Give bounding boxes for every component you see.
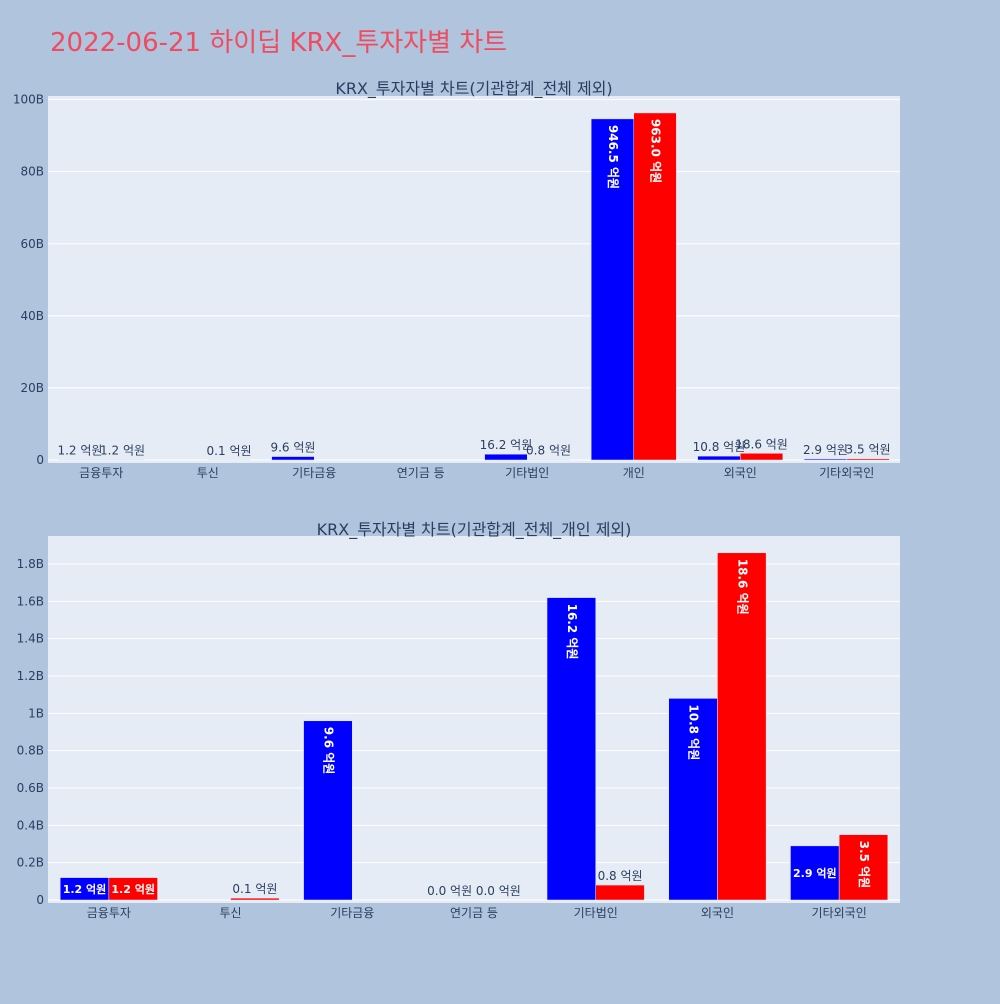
x-tick-label: 개인 — [623, 466, 645, 480]
bar — [804, 459, 847, 460]
data-label: 3.5 억원 — [857, 841, 871, 889]
y-tick-label: 0.6B — [17, 781, 44, 795]
y-tick-label: 1.2B — [17, 669, 44, 683]
x-tick-label: 연기금 등 — [450, 906, 498, 920]
bar — [740, 453, 783, 460]
data-label: 3.5 억원 — [846, 443, 891, 457]
y-tick-label: 1.4B — [17, 632, 44, 646]
x-tick-label: 기타금융 — [292, 466, 336, 480]
data-label: 0.8 억원 — [598, 869, 643, 883]
chart-2: 0 0.2B 0.4B 0.6B 0.8B 1B 1.2B 1.4B 1.6B 1.8B KRX_투… — [17, 520, 900, 920]
data-label: 963.0 억원 — [649, 119, 663, 183]
x-tick-label: 외국인 — [724, 466, 757, 480]
plot-area — [48, 536, 900, 903]
bar — [698, 456, 741, 460]
data-label: 0.0 억원 — [427, 884, 472, 898]
x-tick-label: 투신 — [197, 466, 219, 480]
x-tick-label: 기타외국인 — [812, 906, 867, 920]
y-tick-label: 0.8B — [17, 744, 44, 758]
data-label: 9.6 억원 — [321, 727, 335, 775]
x-tick-label: 금융투자 — [79, 466, 123, 480]
data-label: 2.9 억원 — [803, 443, 848, 457]
x-tick-label: 금융투자 — [87, 906, 131, 920]
y-tick-label: 40B — [20, 309, 44, 323]
bar — [485, 454, 528, 460]
bar — [231, 898, 280, 900]
data-label: 9.6 억원 — [270, 441, 315, 455]
data-label: 2.9 억원 — [793, 866, 837, 880]
data-label: 946.5 억원 — [606, 125, 620, 189]
data-label: 0.1 억원 — [207, 444, 252, 458]
y-tick-label: 0 — [36, 893, 44, 907]
page-title: 2022-06-21 하이딥 KRX_투자자별 차트 — [50, 22, 507, 59]
data-label: 1.2 억원 — [63, 882, 107, 896]
x-tick-label: 투신 — [220, 906, 242, 920]
y-tick-label: 0.2B — [17, 856, 44, 870]
y-tick-label: 1.6B — [17, 594, 44, 608]
bar — [596, 885, 645, 900]
data-label: 16.2 억원 — [565, 604, 579, 660]
bar — [272, 457, 315, 460]
x-tick-label: 기타법인 — [505, 466, 549, 480]
y-tick-label: 20B — [20, 381, 44, 395]
data-label: 18.6 억원 — [735, 437, 788, 451]
data-label: 0.1 억원 — [232, 882, 277, 896]
y-tick-label: 60B — [20, 237, 44, 251]
bar — [847, 459, 890, 460]
x-tick-label: 기타법인 — [574, 906, 618, 920]
x-tick-label: 외국인 — [701, 906, 734, 920]
y-tick-label: 80B — [20, 165, 44, 179]
y-tick-label: 1B — [28, 706, 44, 720]
plot-area — [48, 96, 900, 463]
x-tick-label: 연기금 등 — [397, 466, 445, 480]
data-label: 0.0 억원 — [476, 884, 521, 898]
data-label: 18.6 억원 — [735, 559, 749, 615]
data-label: 1.2 억원 — [111, 882, 155, 896]
data-label: 1.2 억원 — [100, 444, 145, 458]
y-tick-label: 0.4B — [17, 818, 44, 832]
data-label: 10.8 억원 — [687, 704, 701, 760]
data-label: 1.2 억원 — [57, 444, 102, 458]
y-tick-label: 1.8B — [17, 557, 44, 571]
y-tick-label: 100B — [13, 93, 44, 107]
data-label: 16.2 억원 — [480, 438, 533, 452]
x-tick-label: 기타금융 — [330, 906, 374, 920]
subplot-title: KRX_투자자별 차트(기관합계_전체_개인 제외) — [317, 520, 632, 540]
y-tick-label: 0 — [36, 453, 44, 467]
chart-1: 0 20B 40B 60B 80B 100B KRX_투자자별 차트(기관합계_전체 제외)… — [13, 79, 900, 480]
x-tick-label: 기타외국인 — [819, 466, 874, 480]
subplot-title: KRX_투자자별 차트(기관합계_전체 제외) — [335, 79, 612, 99]
data-label: 0.8 억원 — [526, 444, 571, 458]
